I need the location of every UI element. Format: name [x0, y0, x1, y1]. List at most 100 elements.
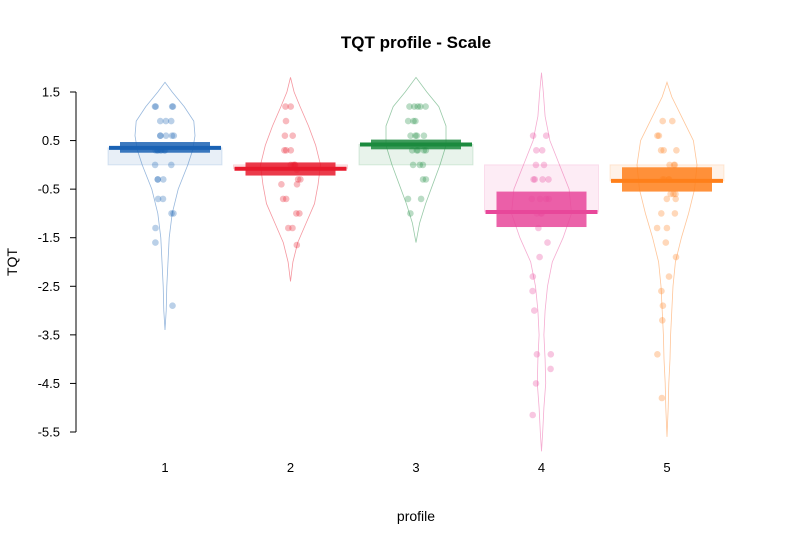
- data-point: [658, 287, 665, 295]
- x-axis-label: profile: [397, 508, 435, 524]
- data-point: [282, 147, 290, 154]
- data-point: [662, 239, 670, 246]
- data-point: [659, 317, 666, 324]
- data-point: [420, 132, 428, 139]
- data-point: [168, 161, 175, 169]
- group-5: [609, 81, 725, 437]
- data-point: [670, 161, 678, 169]
- group-1: [107, 81, 223, 331]
- data-point: [667, 190, 674, 198]
- data-point: [665, 273, 673, 280]
- data-point: [293, 181, 301, 188]
- data-point: [422, 176, 430, 183]
- data-point: [151, 161, 159, 169]
- data-point: [538, 147, 546, 154]
- x-tick-label: 3: [412, 460, 419, 475]
- data-point: [154, 176, 161, 183]
- violin: [385, 76, 447, 243]
- y-tick-label: -3.5: [38, 327, 60, 342]
- data-point: [168, 103, 176, 110]
- data-point: [170, 210, 177, 217]
- data-point: [296, 210, 303, 217]
- y-tick-label: 0.5: [42, 133, 60, 148]
- data-point: [417, 195, 425, 203]
- violin: [260, 77, 321, 282]
- data-point: [409, 161, 417, 169]
- data-point: [152, 103, 159, 110]
- y-tick-label: -2.5: [38, 279, 60, 294]
- data-point: [157, 132, 164, 139]
- data-point: [162, 132, 170, 139]
- data-point: [412, 132, 419, 139]
- data-point: [417, 103, 424, 110]
- data-point: [289, 132, 297, 139]
- data-point: [671, 161, 679, 169]
- data-point: [657, 147, 665, 154]
- data-point: [293, 210, 300, 217]
- group-2: [233, 77, 348, 282]
- data-point: [279, 195, 287, 203]
- data-point: [157, 132, 164, 139]
- chart-title: TQT profile - Scale: [341, 33, 491, 52]
- data-point: [282, 103, 289, 110]
- data-point: [655, 132, 663, 139]
- data-point: [419, 161, 427, 169]
- data-point: [154, 195, 162, 203]
- data-point: [287, 103, 295, 110]
- data-point: [406, 103, 413, 110]
- data-point: [419, 176, 427, 183]
- data-point: [545, 176, 552, 183]
- violin: [511, 72, 572, 452]
- data-point: [278, 181, 285, 188]
- data-point: [539, 176, 546, 183]
- y-tick-label: 1.5: [42, 85, 60, 100]
- data-point: [658, 394, 666, 402]
- data-point: [529, 132, 537, 139]
- data-point: [410, 117, 417, 125]
- data-point: [658, 210, 665, 217]
- data-point: [294, 176, 302, 183]
- data-point: [663, 195, 671, 203]
- data-point: [157, 117, 164, 125]
- data-point: [671, 210, 679, 217]
- data-point: [533, 351, 541, 358]
- data-point: [422, 103, 429, 110]
- data-point: [293, 241, 301, 249]
- data-point: [529, 411, 536, 419]
- data-point: [533, 147, 540, 154]
- y-tick-label: -4.5: [38, 376, 60, 391]
- data-point: [281, 147, 288, 154]
- data-point: [673, 147, 680, 154]
- data-point: [287, 147, 295, 154]
- data-point: [152, 224, 159, 232]
- data-point: [285, 224, 292, 232]
- data-point: [412, 117, 419, 125]
- data-point: [407, 210, 414, 217]
- data-point: [529, 287, 536, 295]
- data-point: [672, 190, 679, 198]
- data-point: [169, 103, 177, 110]
- data-point: [670, 190, 677, 198]
- data-point: [151, 103, 159, 110]
- y-tick-label: -0.5: [38, 182, 60, 197]
- data-point: [281, 132, 289, 139]
- x-tick-label: 1: [161, 460, 168, 475]
- data-point: [531, 176, 539, 183]
- data-point: [414, 103, 422, 110]
- y-tick-label: -5.5: [38, 425, 60, 440]
- data-point: [413, 132, 421, 139]
- data-point: [404, 195, 412, 203]
- x-tick-labels: 1 2 3 4 5: [161, 460, 670, 475]
- data-point: [547, 365, 554, 373]
- data-point: [159, 195, 167, 203]
- group-3: [358, 76, 474, 243]
- data-point: [160, 176, 167, 183]
- data-point: [411, 103, 418, 110]
- data-point: [660, 147, 667, 154]
- data-point: [659, 117, 666, 125]
- data-point: [162, 117, 170, 125]
- violin: [134, 81, 196, 331]
- data-point: [540, 161, 548, 169]
